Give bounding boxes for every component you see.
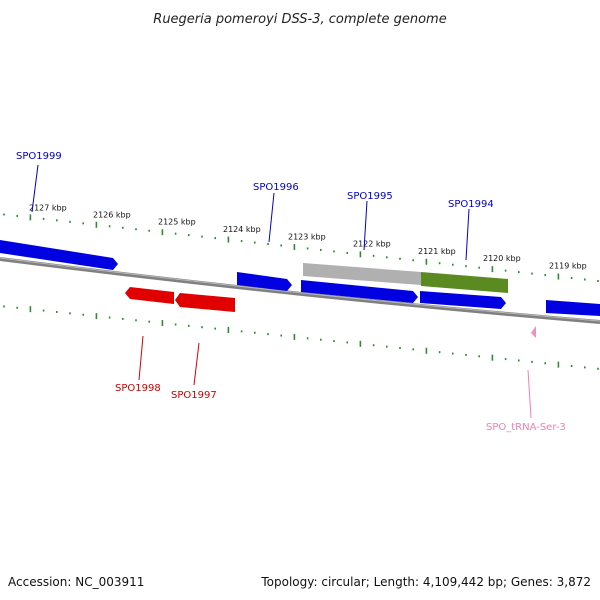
trna-spo-ser-3-marker[interactable] [531, 326, 536, 338]
gene-spo1996-arrow[interactable] [237, 272, 292, 291]
footer-accession: Accession: NC_003911 [8, 575, 144, 589]
gene-edge-arrow[interactable] [546, 300, 600, 316]
green-feature-bar[interactable] [421, 272, 508, 293]
label-spo1995[interactable]: SPO1995 [347, 191, 393, 202]
label-spo1994[interactable]: SPO1994 [448, 199, 494, 210]
gene-labels: SPO1999 SPO1996 SPO1995 SPO1994 SPO1998 … [16, 151, 566, 433]
inner-tick-track [3, 305, 599, 370]
label-spo1998[interactable]: SPO1998 [115, 383, 161, 394]
gene-spo1998-arrow[interactable] [125, 287, 174, 304]
tick-label: 2127 kbp [29, 203, 67, 212]
map-title: Ruegeria pomeroyi DSS-3, complete genome [153, 12, 446, 27]
leader-spo1999 [31, 164, 39, 213]
gene-spo1997-arrow[interactable] [175, 293, 235, 312]
leader-spo1994 [465, 208, 470, 261]
footer-topology: Topology: circular; Length: 4,109,442 bp… [260, 575, 591, 589]
tick-label: 2119 kbp [549, 262, 587, 271]
label-spo1996[interactable]: SPO1996 [253, 182, 299, 193]
tick-label: 2121 kbp [418, 247, 456, 256]
tick-label: 2124 kbp [223, 225, 261, 234]
outer-tick-track [3, 213, 599, 282]
feature-track-reverse [125, 287, 536, 338]
gene-spo1999-arrow[interactable] [0, 240, 118, 270]
leader-spo1998 [138, 335, 144, 381]
leader-spo1997 [193, 342, 200, 386]
grey-feature-bar[interactable] [303, 263, 421, 285]
leader-trna [527, 369, 532, 419]
tick-label: 2120 kbp [483, 254, 521, 263]
gene-spo1994-arrow[interactable] [420, 291, 506, 309]
label-spo1999[interactable]: SPO1999 [16, 151, 62, 162]
leader-spo1995 [363, 200, 368, 251]
tick-label: 2126 kbp [93, 210, 131, 219]
tick-label: 2125 kbp [158, 218, 196, 227]
feature-track-forward [0, 240, 600, 316]
label-trna[interactable]: SPO_tRNA-Ser-3 [486, 422, 566, 433]
leader-spo1996 [268, 192, 275, 243]
label-spo1997[interactable]: SPO1997 [171, 390, 217, 401]
tick-labels: 2127 kbp 2126 kbp 2125 kbp 2124 kbp 2123 kbp… [29, 203, 587, 270]
gene-spo1995-arrow[interactable] [301, 280, 418, 303]
genome-backbone [0, 257, 600, 324]
tick-label: 2123 kbp [288, 232, 326, 241]
tick-label: 2122 kbp [353, 240, 391, 249]
genome-backbone-highlight [0, 257, 600, 322]
